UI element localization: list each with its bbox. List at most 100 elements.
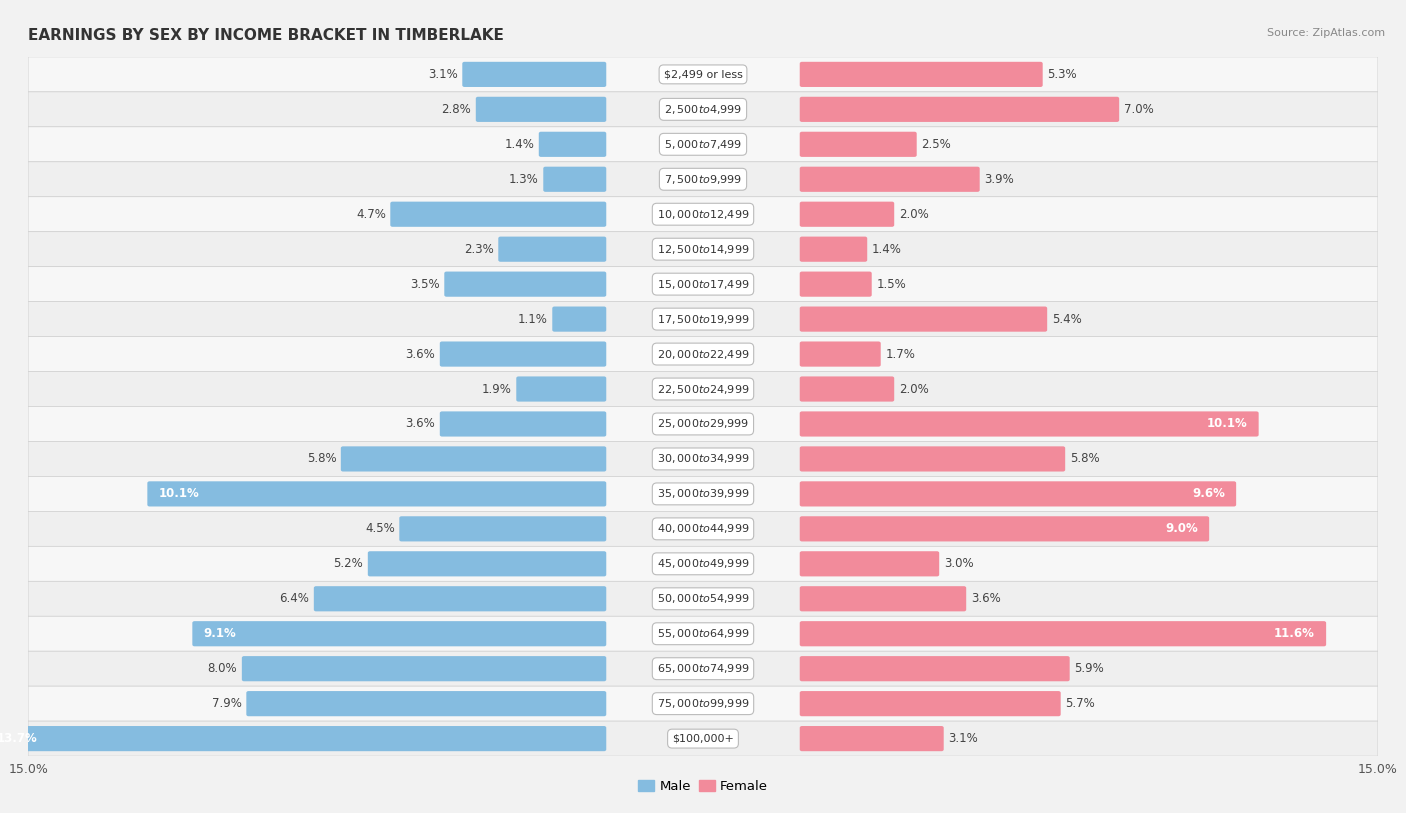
FancyBboxPatch shape [800, 376, 894, 402]
Text: $17,500 to $19,999: $17,500 to $19,999 [657, 313, 749, 325]
Text: Source: ZipAtlas.com: Source: ZipAtlas.com [1267, 28, 1385, 38]
FancyBboxPatch shape [543, 167, 606, 192]
FancyBboxPatch shape [800, 237, 868, 262]
FancyBboxPatch shape [399, 516, 606, 541]
Text: $22,500 to $24,999: $22,500 to $24,999 [657, 383, 749, 395]
Text: 1.5%: 1.5% [876, 278, 905, 290]
FancyBboxPatch shape [28, 267, 1378, 302]
Text: 3.1%: 3.1% [948, 733, 979, 745]
Text: 1.7%: 1.7% [886, 348, 915, 360]
FancyBboxPatch shape [800, 97, 1119, 122]
Text: 3.1%: 3.1% [427, 68, 458, 80]
Text: 2.5%: 2.5% [921, 138, 950, 150]
Text: $12,500 to $14,999: $12,500 to $14,999 [657, 243, 749, 255]
Text: 13.7%: 13.7% [0, 733, 38, 745]
Text: $50,000 to $54,999: $50,000 to $54,999 [657, 593, 749, 605]
Legend: Male, Female: Male, Female [633, 775, 773, 798]
FancyBboxPatch shape [28, 127, 1378, 162]
Text: 1.4%: 1.4% [505, 138, 534, 150]
Text: 2.0%: 2.0% [898, 383, 928, 395]
FancyBboxPatch shape [800, 411, 1258, 437]
Text: 3.0%: 3.0% [943, 558, 973, 570]
Text: EARNINGS BY SEX BY INCOME BRACKET IN TIMBERLAKE: EARNINGS BY SEX BY INCOME BRACKET IN TIM… [28, 28, 503, 43]
FancyBboxPatch shape [463, 62, 606, 87]
FancyBboxPatch shape [0, 726, 606, 751]
Text: $10,000 to $12,499: $10,000 to $12,499 [657, 208, 749, 220]
FancyBboxPatch shape [800, 307, 1047, 332]
Text: 8.0%: 8.0% [208, 663, 238, 675]
Text: 1.1%: 1.1% [517, 313, 548, 325]
Text: $2,500 to $4,999: $2,500 to $4,999 [664, 103, 742, 115]
Text: 5.8%: 5.8% [307, 453, 336, 465]
Text: 3.6%: 3.6% [405, 418, 436, 430]
FancyBboxPatch shape [553, 307, 606, 332]
FancyBboxPatch shape [242, 656, 606, 681]
FancyBboxPatch shape [444, 272, 606, 297]
Text: 1.3%: 1.3% [509, 173, 538, 185]
FancyBboxPatch shape [800, 167, 980, 192]
Text: 5.3%: 5.3% [1047, 68, 1077, 80]
Text: $40,000 to $44,999: $40,000 to $44,999 [657, 523, 749, 535]
Text: $35,000 to $39,999: $35,000 to $39,999 [657, 488, 749, 500]
Text: 3.5%: 3.5% [411, 278, 440, 290]
FancyBboxPatch shape [28, 721, 1378, 756]
FancyBboxPatch shape [800, 551, 939, 576]
Text: $100,000+: $100,000+ [672, 733, 734, 744]
Text: $15,000 to $17,499: $15,000 to $17,499 [657, 278, 749, 290]
FancyBboxPatch shape [28, 686, 1378, 721]
FancyBboxPatch shape [28, 651, 1378, 686]
FancyBboxPatch shape [28, 476, 1378, 511]
FancyBboxPatch shape [28, 337, 1378, 372]
FancyBboxPatch shape [800, 621, 1326, 646]
Text: $20,000 to $22,499: $20,000 to $22,499 [657, 348, 749, 360]
FancyBboxPatch shape [314, 586, 606, 611]
Text: $5,000 to $7,499: $5,000 to $7,499 [664, 138, 742, 150]
FancyBboxPatch shape [800, 516, 1209, 541]
Text: 11.6%: 11.6% [1274, 628, 1315, 640]
Text: 1.9%: 1.9% [482, 383, 512, 395]
Text: 6.4%: 6.4% [280, 593, 309, 605]
Text: 3.6%: 3.6% [405, 348, 436, 360]
FancyBboxPatch shape [28, 511, 1378, 546]
FancyBboxPatch shape [800, 341, 880, 367]
FancyBboxPatch shape [800, 272, 872, 297]
FancyBboxPatch shape [800, 446, 1066, 472]
Text: 10.1%: 10.1% [1206, 418, 1247, 430]
Text: 4.5%: 4.5% [366, 523, 395, 535]
Text: 3.6%: 3.6% [970, 593, 1001, 605]
FancyBboxPatch shape [498, 237, 606, 262]
Text: $2,499 or less: $2,499 or less [664, 69, 742, 80]
FancyBboxPatch shape [800, 656, 1070, 681]
Text: 9.1%: 9.1% [204, 628, 236, 640]
FancyBboxPatch shape [800, 586, 966, 611]
FancyBboxPatch shape [28, 616, 1378, 651]
Text: $55,000 to $64,999: $55,000 to $64,999 [657, 628, 749, 640]
Text: 7.9%: 7.9% [212, 698, 242, 710]
FancyBboxPatch shape [800, 132, 917, 157]
Text: $25,000 to $29,999: $25,000 to $29,999 [657, 418, 749, 430]
FancyBboxPatch shape [246, 691, 606, 716]
FancyBboxPatch shape [28, 232, 1378, 267]
Text: 5.8%: 5.8% [1070, 453, 1099, 465]
Text: $30,000 to $34,999: $30,000 to $34,999 [657, 453, 749, 465]
Text: 5.2%: 5.2% [333, 558, 363, 570]
FancyBboxPatch shape [440, 411, 606, 437]
Text: 2.3%: 2.3% [464, 243, 494, 255]
Text: $65,000 to $74,999: $65,000 to $74,999 [657, 663, 749, 675]
FancyBboxPatch shape [475, 97, 606, 122]
Text: 10.1%: 10.1% [159, 488, 200, 500]
FancyBboxPatch shape [28, 162, 1378, 197]
FancyBboxPatch shape [340, 446, 606, 472]
Text: 2.0%: 2.0% [898, 208, 928, 220]
FancyBboxPatch shape [800, 726, 943, 751]
FancyBboxPatch shape [800, 202, 894, 227]
Text: 1.4%: 1.4% [872, 243, 901, 255]
FancyBboxPatch shape [28, 546, 1378, 581]
FancyBboxPatch shape [368, 551, 606, 576]
Text: 5.4%: 5.4% [1052, 313, 1081, 325]
FancyBboxPatch shape [193, 621, 606, 646]
FancyBboxPatch shape [28, 92, 1378, 127]
Text: 9.6%: 9.6% [1192, 488, 1225, 500]
Text: 5.7%: 5.7% [1066, 698, 1095, 710]
FancyBboxPatch shape [800, 691, 1060, 716]
